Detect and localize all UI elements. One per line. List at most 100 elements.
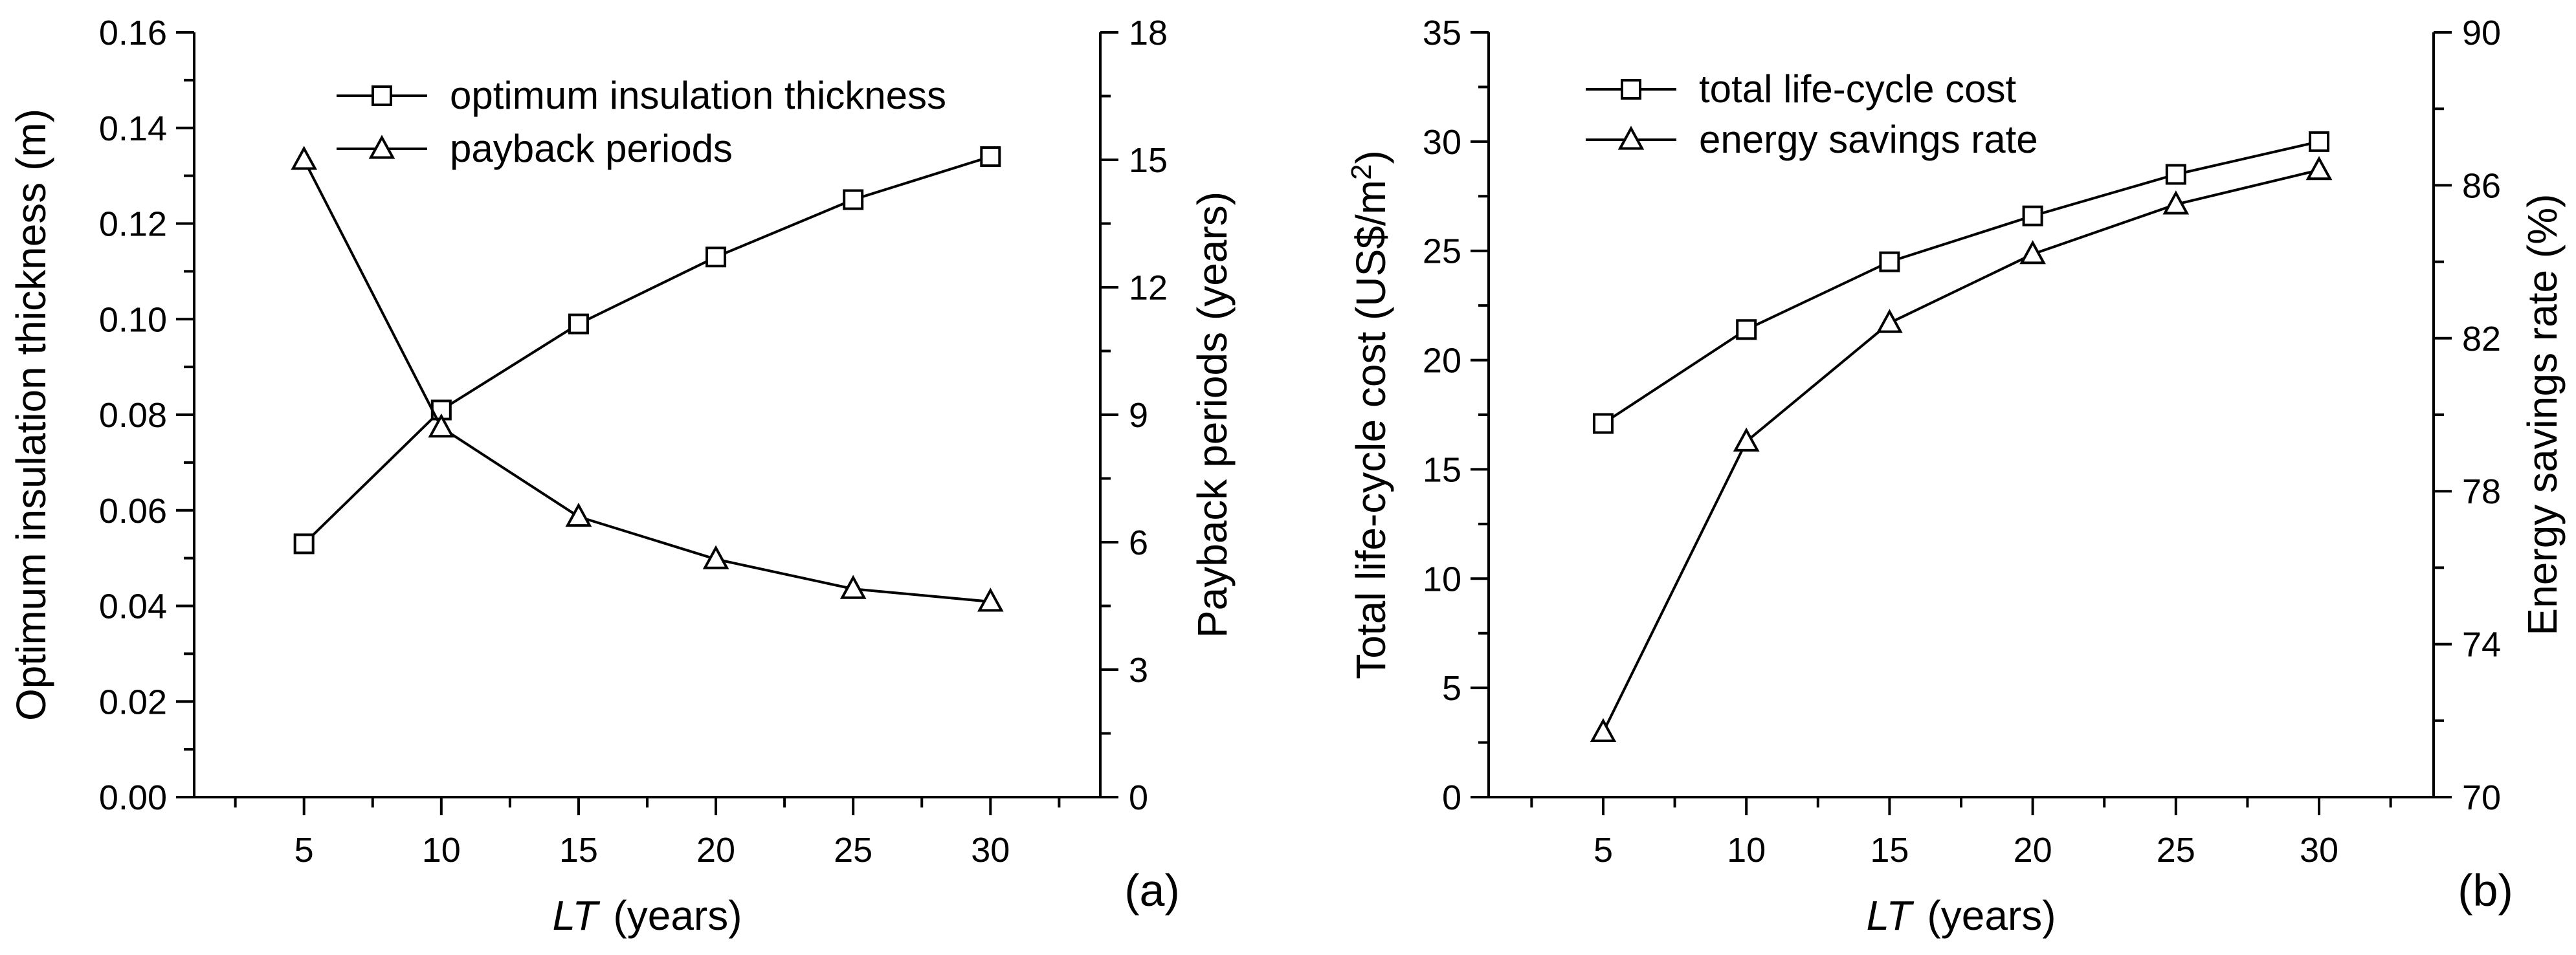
x-axis-title-units: (years): [613, 892, 742, 939]
legend-marker-triangle: [1617, 126, 1645, 150]
x-tick-label: 15: [1870, 831, 1909, 870]
right-tick-label: 90: [2462, 14, 2501, 52]
series-total-life-cycle-cost: [1592, 131, 2330, 434]
series-payback-periods: [291, 146, 1004, 612]
legend-marker-triangle: [368, 135, 395, 159]
legend-label: total life-cycle cost: [1699, 67, 2016, 111]
x-tick-label: 5: [294, 831, 314, 870]
series-line: [302, 159, 991, 603]
data-point-triangle: [1876, 309, 1903, 333]
series-line: [1602, 168, 2320, 733]
data-point-triangle: [1733, 427, 1760, 452]
left-tick-label: 5: [1442, 669, 1461, 708]
left-axis-title-main: Total life-cycle cost (US$/m: [1348, 180, 1394, 679]
x-tick-label: 20: [2014, 831, 2052, 870]
left-axis-title: Total life-cycle cost (US$/m2): [1346, 150, 1394, 679]
x-axis-title-units: (years): [1927, 892, 2056, 939]
left-tick-label: 15: [1423, 450, 1461, 489]
left-tick-label: 0.06: [99, 492, 167, 531]
chart-panel-1: 5 10 15 20 25 300.000.020.040.060.080.100.120…: [8, 14, 1236, 939]
left-tick-label: 0.04: [99, 587, 167, 626]
right-axis-title: Payback periods (years): [1189, 192, 1236, 638]
data-point-square: [2165, 164, 2186, 185]
right-axis-title: Energy savings rate (%): [2519, 194, 2566, 636]
left-tick-label: 0.08: [99, 396, 167, 435]
data-point-triangle: [2162, 190, 2190, 215]
data-point-square: [293, 533, 315, 554]
x-tick-label: 10: [1727, 831, 1766, 870]
data-point-square: [2309, 131, 2330, 152]
left-tick-label: 25: [1423, 232, 1461, 271]
data-point-square: [843, 189, 864, 210]
x-tick-label: 30: [971, 831, 1010, 870]
left-tick-label: 0.02: [99, 683, 167, 721]
right-tick-label: 9: [1129, 396, 1148, 435]
left-tick-label: 0.14: [99, 109, 167, 148]
left-axis-title-superscript: 2: [1346, 164, 1377, 180]
left-tick-label: 20: [1423, 342, 1461, 380]
data-point-square: [2022, 205, 2043, 226]
data-point-triangle: [2019, 240, 2046, 265]
left-tick-label: 10: [1423, 560, 1461, 598]
chart-panel-2: 5 10 15 20 25 30 0 5 10 15 20 25 30 35 70 74 78 82 86 90 Tot…: [1346, 14, 2566, 939]
data-point-square: [568, 313, 589, 335]
panel-label: (b): [2458, 865, 2513, 916]
right-tick-label: 15: [1129, 141, 1168, 180]
right-tick-label: 86: [2462, 166, 2501, 205]
series-optimum-insulation-thickness: [293, 146, 1001, 554]
left-tick-label: 35: [1423, 14, 1461, 52]
left-tick-label: 0.12: [99, 205, 167, 244]
x-tick-label: 30: [2300, 831, 2338, 870]
data-point-square: [1879, 251, 1900, 272]
x-tick-label: 10: [422, 831, 461, 870]
right-tick-label: 74: [2462, 626, 2501, 664]
left-tick-label: 0.10: [99, 300, 167, 339]
x-axis-title-variable: LT: [1866, 892, 1914, 939]
data-point-triangle: [839, 575, 867, 599]
x-tick-label: 15: [559, 831, 598, 870]
left-axis-title-end: ): [1348, 150, 1394, 164]
data-point-triangle: [977, 587, 1004, 612]
legend-label: energy savings rate: [1699, 118, 2038, 161]
data-point-triangle: [1590, 718, 1617, 743]
data-point-square: [705, 247, 727, 268]
data-point-triangle: [428, 413, 455, 438]
right-tick-label: 12: [1129, 269, 1168, 307]
panel-label: (a): [1124, 865, 1180, 916]
legend: optimum insulation thickness payback peri…: [337, 74, 946, 170]
right-tick-label: 18: [1129, 14, 1168, 52]
data-point-square: [1592, 413, 1614, 434]
legend-marker-square: [372, 85, 392, 106]
data-point-triangle: [565, 502, 592, 527]
data-point-triangle: [702, 545, 729, 569]
right-tick-label: 0: [1129, 778, 1148, 817]
left-tick-label: 0.16: [99, 14, 167, 52]
right-tick-label: 3: [1129, 651, 1148, 690]
x-axis-title: LT (years): [1866, 892, 2056, 939]
data-point-triangle: [2305, 156, 2333, 181]
right-tick-label: 70: [2462, 778, 2501, 817]
left-tick-label: 0.00: [99, 778, 167, 817]
series-line: [1602, 140, 2320, 425]
left-tick-label: 30: [1423, 123, 1461, 162]
data-point-square: [1736, 319, 1757, 340]
x-axis-title: LT (years): [552, 892, 742, 939]
legend-label: payback periods: [450, 127, 733, 170]
series-line: [303, 155, 991, 545]
legend: total life-cycle cost energy savings rate: [1586, 67, 2038, 161]
legend-marker-square: [1621, 79, 1641, 100]
x-tick-label: 20: [696, 831, 735, 870]
data-point-triangle: [291, 146, 318, 170]
right-tick-label: 82: [2462, 320, 2501, 358]
legend-label: optimum insulation thickness: [450, 74, 946, 117]
right-tick-label: 78: [2462, 472, 2501, 511]
x-tick-label: 25: [834, 831, 872, 870]
right-tick-label: 6: [1129, 523, 1148, 562]
x-tick-label: 5: [1593, 831, 1613, 870]
x-axis-title-variable: LT: [552, 892, 600, 939]
x-tick-label: 25: [2157, 831, 2195, 870]
left-tick-label: 0: [1442, 778, 1461, 817]
series-energy-savings-rate: [1590, 156, 2333, 743]
left-axis-title: Optimum insulation thickness (m): [8, 109, 54, 721]
